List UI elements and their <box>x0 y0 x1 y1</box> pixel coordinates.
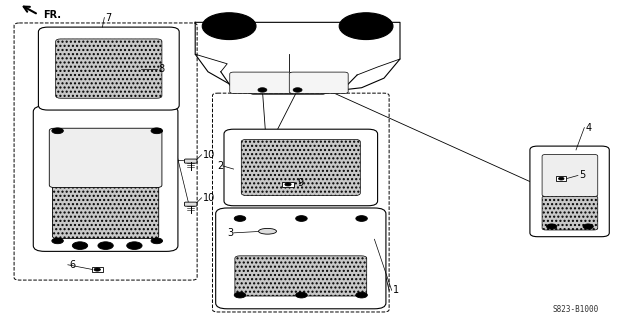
Text: 7: 7 <box>106 12 112 23</box>
Text: 4: 4 <box>586 122 592 133</box>
Circle shape <box>299 217 304 220</box>
Bar <box>556 176 566 181</box>
FancyBboxPatch shape <box>235 256 367 296</box>
FancyBboxPatch shape <box>56 39 162 98</box>
Circle shape <box>339 13 393 40</box>
Circle shape <box>359 217 364 220</box>
Circle shape <box>216 19 243 33</box>
Circle shape <box>94 268 100 271</box>
FancyBboxPatch shape <box>38 27 179 110</box>
Text: 8: 8 <box>159 63 165 74</box>
Circle shape <box>293 88 302 92</box>
Circle shape <box>586 226 590 227</box>
FancyBboxPatch shape <box>216 208 386 309</box>
FancyBboxPatch shape <box>530 146 609 237</box>
Circle shape <box>296 292 307 298</box>
FancyBboxPatch shape <box>230 72 292 93</box>
FancyBboxPatch shape <box>289 72 348 93</box>
Circle shape <box>72 242 88 249</box>
Circle shape <box>353 19 380 33</box>
Circle shape <box>202 13 256 40</box>
Circle shape <box>151 128 163 134</box>
Circle shape <box>559 177 564 180</box>
Circle shape <box>234 216 246 221</box>
FancyBboxPatch shape <box>52 186 159 239</box>
Circle shape <box>98 242 113 249</box>
FancyBboxPatch shape <box>241 139 360 196</box>
Text: 9: 9 <box>298 178 304 189</box>
FancyBboxPatch shape <box>33 106 178 251</box>
Text: 2: 2 <box>218 161 224 171</box>
Circle shape <box>234 292 246 298</box>
Text: S823-B1000: S823-B1000 <box>552 305 598 314</box>
Circle shape <box>258 88 267 92</box>
Text: 3: 3 <box>227 228 234 238</box>
Circle shape <box>237 217 243 220</box>
Text: 10: 10 <box>203 193 215 203</box>
Circle shape <box>154 240 159 242</box>
FancyBboxPatch shape <box>542 154 598 197</box>
Text: 10: 10 <box>203 150 215 160</box>
Circle shape <box>237 294 243 296</box>
FancyBboxPatch shape <box>184 159 197 163</box>
FancyBboxPatch shape <box>224 129 378 206</box>
Circle shape <box>285 183 291 186</box>
Circle shape <box>550 226 554 227</box>
Circle shape <box>356 216 367 221</box>
Circle shape <box>52 238 63 244</box>
FancyBboxPatch shape <box>49 128 162 188</box>
Text: 1: 1 <box>393 285 399 295</box>
Bar <box>92 267 103 272</box>
Circle shape <box>299 294 304 296</box>
Circle shape <box>52 128 63 134</box>
Circle shape <box>356 292 367 298</box>
Circle shape <box>547 224 557 229</box>
Circle shape <box>55 130 60 132</box>
Text: 6: 6 <box>69 260 76 270</box>
Circle shape <box>296 216 307 221</box>
Circle shape <box>154 130 159 132</box>
FancyBboxPatch shape <box>542 196 598 230</box>
Circle shape <box>127 242 142 249</box>
Ellipse shape <box>259 228 276 234</box>
Text: FR.: FR. <box>43 10 61 20</box>
FancyBboxPatch shape <box>184 202 197 206</box>
Circle shape <box>151 238 163 244</box>
Text: 5: 5 <box>579 170 586 181</box>
Circle shape <box>55 240 60 242</box>
Circle shape <box>583 224 593 229</box>
Bar <box>282 182 294 187</box>
Circle shape <box>359 294 364 296</box>
